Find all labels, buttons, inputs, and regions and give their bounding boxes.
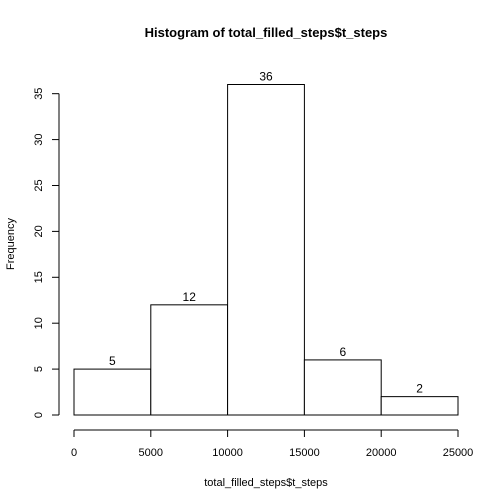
bar-count-label-3: 6 (339, 345, 346, 359)
bar-count-label-2: 36 (259, 70, 273, 84)
y-tick-label-2: 10 (33, 317, 45, 329)
histogram-bar-4 (380, 396, 459, 416)
x-tick-label-4: 20000 (366, 447, 397, 459)
y-tick-label-5: 25 (33, 179, 45, 191)
bars-group (73, 84, 459, 416)
x-tick-label-1: 5000 (139, 447, 163, 459)
x-tick-label-5: 25000 (443, 447, 474, 459)
bar-count-label-0: 5 (109, 354, 116, 368)
histogram-bar-1 (150, 304, 229, 416)
x-tick-label-2: 10000 (212, 447, 243, 459)
histogram-bar-3 (303, 359, 382, 416)
y-tick-label-3: 15 (33, 271, 45, 283)
bar-count-label-4: 2 (416, 382, 423, 396)
bar-count-label-1: 12 (183, 290, 197, 304)
chart-title: Histogram of total_filled_steps$t_steps (145, 25, 388, 40)
x-tick-label-3: 15000 (289, 447, 320, 459)
x-axis: 0 5000 10000 15000 20000 25000 (71, 429, 474, 459)
y-tick-label-4: 20 (33, 225, 45, 237)
x-axis-label: total_filled_steps$t_steps (204, 477, 328, 489)
y-tick-label-1: 5 (33, 366, 45, 372)
bar-labels-group: 5 12 36 6 2 (109, 70, 423, 396)
y-axis-label: Frequency (5, 218, 17, 270)
y-axis: 0 5 10 15 20 25 30 35 (33, 88, 60, 418)
histogram-bar-0 (73, 368, 152, 416)
y-tick-label-7: 35 (33, 88, 45, 100)
histogram-bar-2 (227, 84, 305, 416)
y-tick-label-6: 30 (33, 133, 45, 145)
y-tick-label-0: 0 (33, 412, 45, 418)
x-tick-label-0: 0 (71, 447, 77, 459)
